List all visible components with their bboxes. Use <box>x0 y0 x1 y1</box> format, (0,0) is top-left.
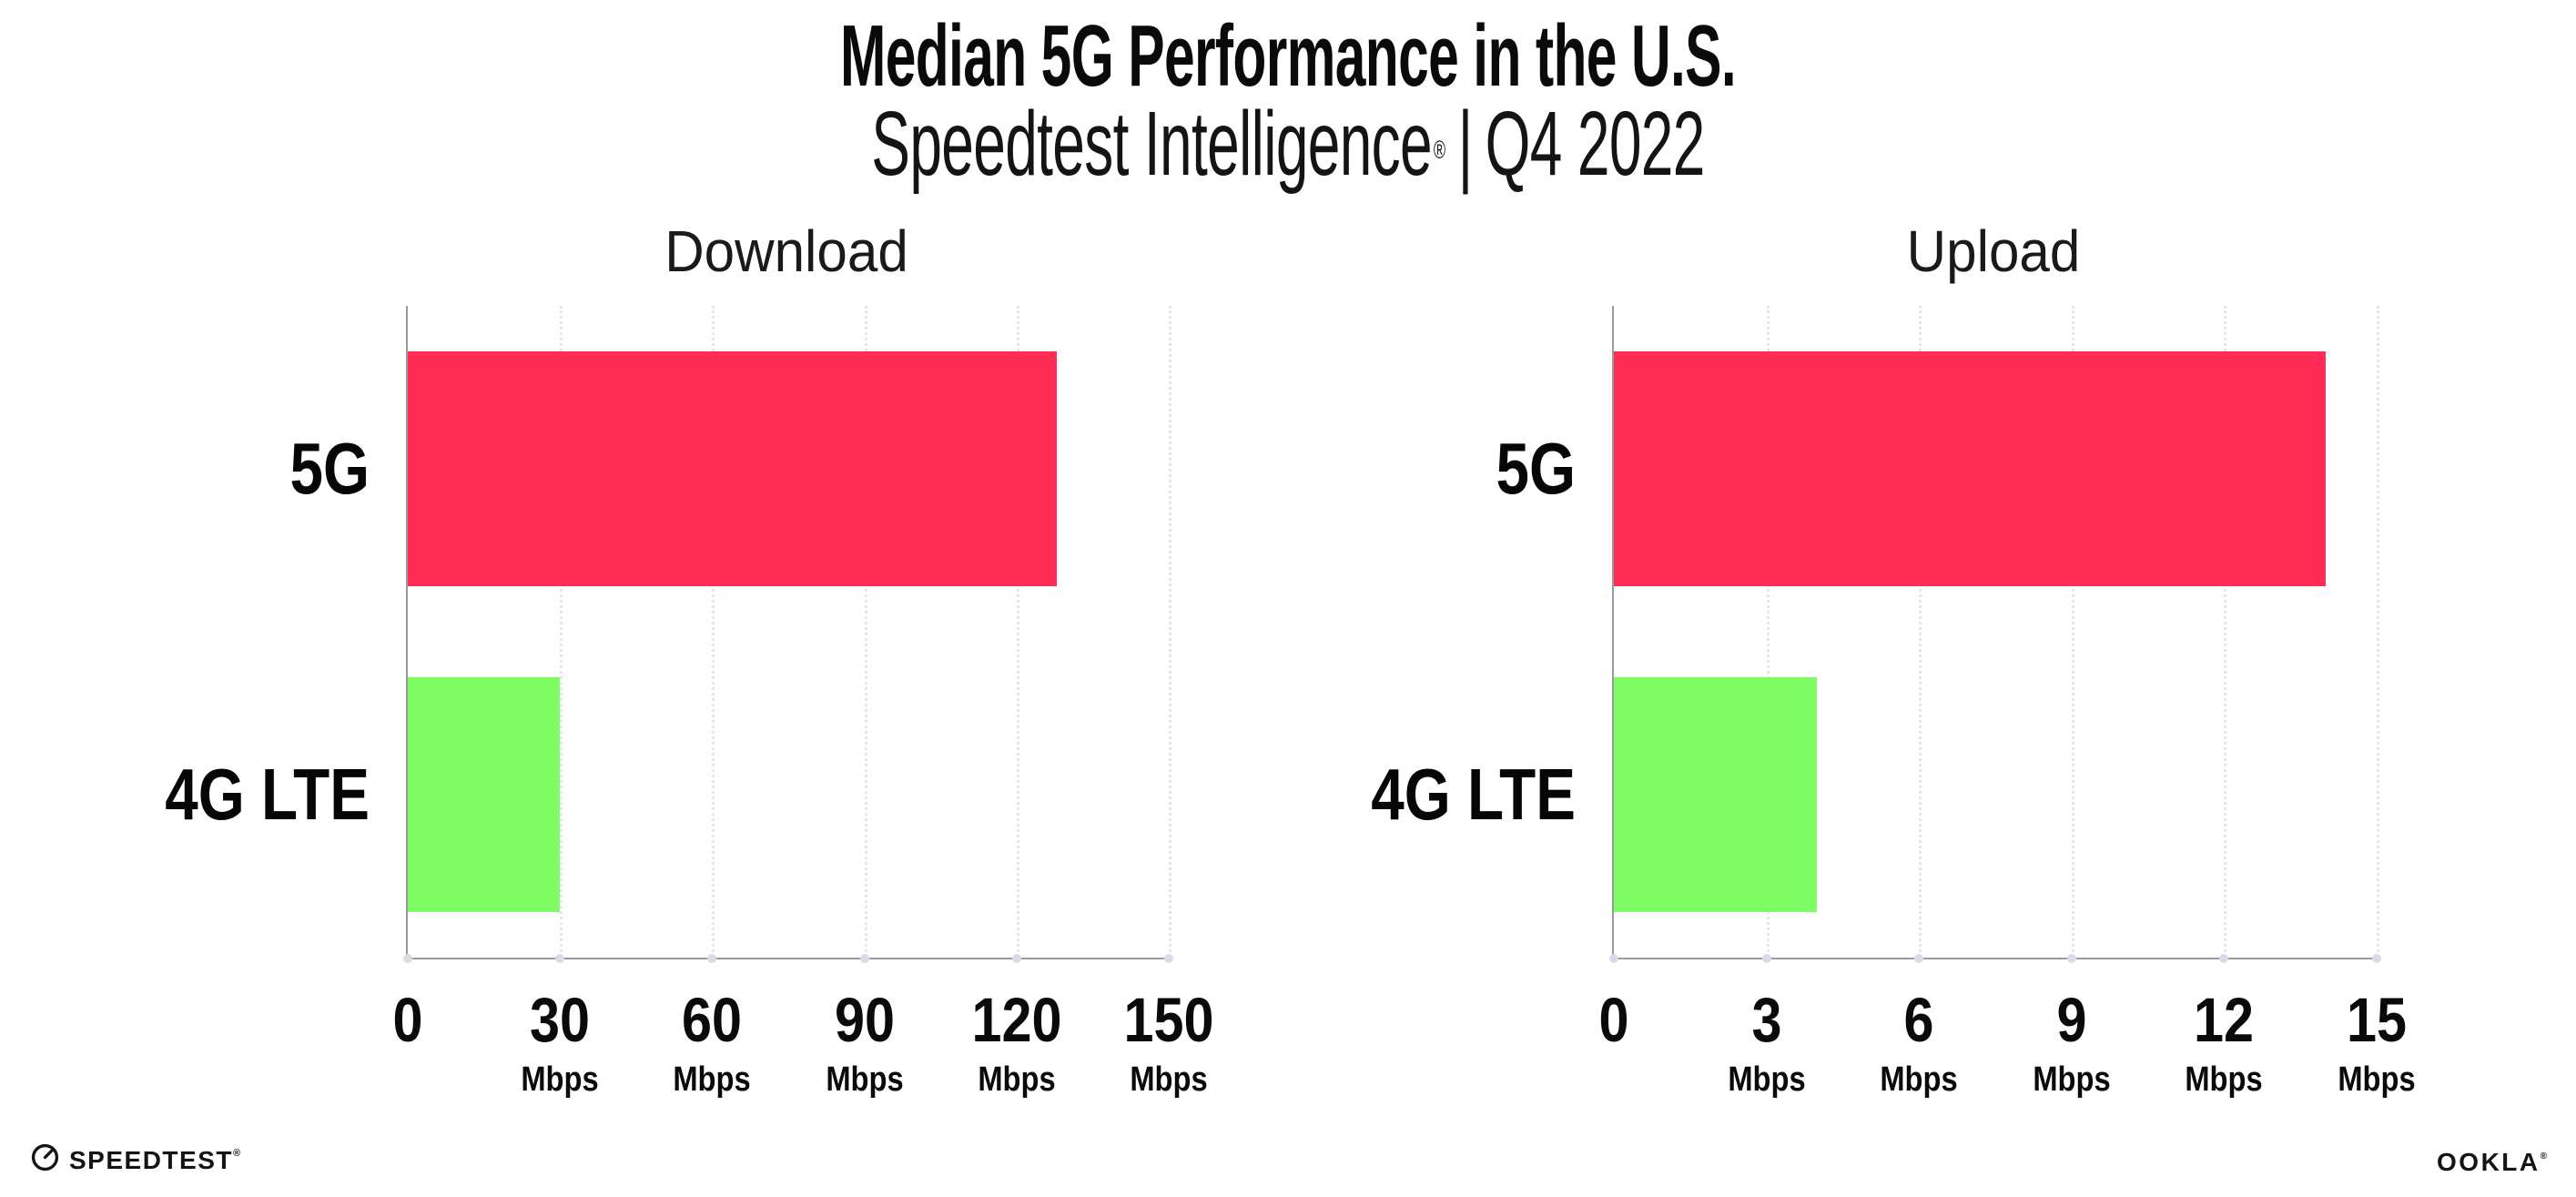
x-tick-value: 60 <box>682 985 743 1055</box>
x-tick-value: 150 <box>1123 985 1214 1055</box>
page-subtitle: Speedtest Intelligence® | Q4 2022 <box>463 96 2112 192</box>
speedtest-wordmark: SPEEDTEST® <box>69 1140 240 1174</box>
x-tick-label: 60 Mbps <box>674 989 751 1097</box>
speedtest-gauge-icon <box>31 1143 59 1172</box>
bar-4g-lte <box>1614 677 1818 912</box>
speedtest-wordmark-text: SPEEDTEST <box>69 1146 233 1174</box>
ookla-logo: OOKLA® <box>2437 1143 2547 1176</box>
x-tick-value: 9 <box>2056 985 2087 1055</box>
gridline <box>712 306 715 958</box>
x-tick-label: 150 Mbps <box>1123 989 1213 1097</box>
gridline <box>2071 306 2074 958</box>
gridline <box>1016 306 1019 958</box>
x-tick-unit: Mbps <box>1727 1060 1806 1099</box>
bar-4g-lte <box>408 677 561 912</box>
x-tick-value: 12 <box>2194 985 2255 1055</box>
x-tick-label: 30 Mbps <box>522 989 599 1097</box>
y-category-label: 5G <box>289 428 370 509</box>
x-tick-label: 0 <box>392 989 422 1051</box>
axis-tick-dot <box>1761 954 1771 963</box>
gridline <box>560 306 563 958</box>
bar-5g <box>408 351 1058 586</box>
x-tick-unit: Mbps <box>978 1060 1056 1099</box>
axis-tick-dot <box>707 954 717 963</box>
x-tick-label: 15 Mbps <box>2338 989 2415 1097</box>
upload-chart: Upload 0 3 Mbps 6 Mbps 9 Mbps 12 Mbps 15 Mbps 5G 4G … <box>1371 222 2416 1097</box>
gridline <box>1766 306 1770 958</box>
registered-trademark-mark: ® <box>1433 135 1445 164</box>
subtitle-period: Q4 2022 <box>1485 93 1706 195</box>
y-category-label: 4G LTE <box>1371 754 1576 835</box>
x-tick-value: 3 <box>1751 985 1782 1055</box>
axis-tick-dot <box>555 954 565 963</box>
gridline <box>864 306 867 958</box>
gridline <box>1169 306 1171 958</box>
y-category-label: 4G LTE <box>165 754 370 835</box>
axis-tick-dot <box>859 954 869 963</box>
upload-plot-area: 0 3 Mbps 6 Mbps 9 Mbps 12 Mbps 15 Mbps 5G 4G LTE <box>1371 306 2416 1097</box>
subtitle-brand: Speedtest Intelligence <box>871 93 1432 195</box>
x-tick-value: 0 <box>1598 985 1629 1055</box>
x-tick-unit: Mbps <box>2033 1060 2111 1099</box>
page-title: Median 5G Performance in the U.S. <box>839 7 1737 105</box>
x-tick-unit: Mbps <box>2338 1060 2416 1099</box>
subtitle-separator: | <box>1457 93 1474 195</box>
download-plot-area: 0 30 Mbps 60 Mbps 90 Mbps 120 Mbps 150 Mbps 5G 4G LT… <box>165 306 1214 1097</box>
axis-tick-dot <box>2066 954 2076 963</box>
speedtest-logo: SPEEDTEST® <box>31 1140 240 1174</box>
x-tick-value: 15 <box>2346 985 2408 1055</box>
x-tick-label: 120 Mbps <box>971 989 1061 1097</box>
x-tick-label: 90 Mbps <box>826 989 903 1097</box>
x-tick-label: 3 Mbps <box>1728 989 1805 1097</box>
ookla-registered-mark: ® <box>2540 1151 2547 1161</box>
x-tick-unit: Mbps <box>1130 1060 1208 1099</box>
axis-tick-dot <box>403 954 412 963</box>
x-tick-value: 30 <box>530 985 591 1055</box>
x-tick-value: 0 <box>392 985 423 1055</box>
axis-tick-dot <box>1164 954 1173 963</box>
axis-tick-dot <box>1011 954 1021 963</box>
axis-tick-dot <box>1914 954 1924 963</box>
x-tick-value: 90 <box>834 985 895 1055</box>
x-tick-value: 120 <box>971 985 1062 1055</box>
gridline <box>1919 306 1922 958</box>
y-category-label: 5G <box>1496 428 1576 509</box>
x-tick-label: 12 Mbps <box>2186 989 2263 1097</box>
ookla-wordmark-text: OOKLA <box>2437 1148 2541 1176</box>
x-tick-label: 0 <box>1598 989 1628 1051</box>
x-tick-unit: Mbps <box>2185 1060 2264 1099</box>
x-tick-unit: Mbps <box>521 1060 599 1099</box>
axis-tick-dot <box>2372 954 2381 963</box>
gridline <box>2377 306 2379 958</box>
upload-chart-title: Upload <box>1906 218 2081 284</box>
download-chart-title: Download <box>664 218 908 284</box>
bar-5g <box>1614 351 2327 586</box>
gridline <box>2224 306 2227 958</box>
axis-tick-dot <box>1609 954 1618 963</box>
x-tick-label: 6 Mbps <box>1881 989 1958 1097</box>
x-tick-unit: Mbps <box>825 1060 904 1099</box>
x-tick-unit: Mbps <box>1880 1060 1958 1099</box>
x-tick-label: 9 Mbps <box>2033 989 2110 1097</box>
speedtest-registered-mark: ® <box>232 1148 241 1159</box>
x-tick-value: 6 <box>1903 985 1934 1055</box>
axis-tick-dot <box>2219 954 2229 963</box>
download-chart: Download 0 30 Mbps 60 Mbps 90 Mbps 120 Mbps 150 Mb… <box>165 222 1214 1097</box>
x-tick-unit: Mbps <box>673 1060 752 1099</box>
